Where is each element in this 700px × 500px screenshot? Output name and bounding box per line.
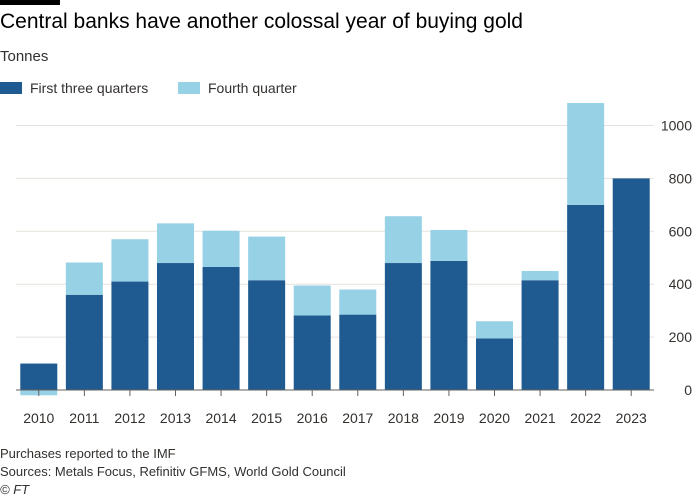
x-tick-label-2019: 2019 — [433, 410, 464, 426]
legend-swatch-first-three-quarters — [0, 82, 22, 94]
bar-fourth-quarter-2016 — [293, 285, 331, 316]
copyright: © FT — [0, 482, 30, 497]
x-tick-label-2013: 2013 — [160, 410, 191, 426]
x-tick-label-2022: 2022 — [570, 410, 601, 426]
x-tick-label-2016: 2016 — [297, 410, 328, 426]
x-tick-label-2011: 2011 — [69, 410, 99, 426]
ft-brand-bar — [0, 0, 60, 5]
legend-item-first-three-quarters: First three quarters — [0, 80, 148, 96]
bar-fourth-quarter-2017 — [339, 289, 377, 315]
chart-subtitle: Tonnes — [0, 48, 49, 65]
bar-first-three-quarters-2018 — [384, 263, 422, 390]
bar-fourth-quarter-2013 — [157, 223, 194, 264]
x-tick-label-2015: 2015 — [251, 410, 282, 426]
chart-title: Central banks have another colossal year… — [0, 10, 523, 33]
bar-fourth-quarter-2019 — [430, 229, 468, 261]
bar-first-three-quarters-2023 — [612, 178, 650, 390]
y-tick-label-200: 200 — [669, 329, 693, 345]
x-tick-label-2021: 2021 — [524, 410, 555, 426]
sources: Sources: Metals Focus, Refinitiv GFMS, W… — [0, 464, 346, 479]
bar-fourth-quarter-2018 — [384, 216, 422, 264]
bar-first-three-quarters-2022 — [567, 204, 605, 390]
bar-first-three-quarters-2019 — [430, 260, 468, 390]
bar-fourth-quarter-2015 — [248, 236, 286, 281]
bar-first-three-quarters-2014 — [202, 267, 240, 390]
bar-first-three-quarters-2017 — [339, 314, 377, 390]
bar-fourth-quarter-2011 — [65, 262, 103, 295]
bar-first-three-quarters-2021 — [521, 280, 559, 390]
bar-fourth-quarter-2012 — [111, 239, 149, 282]
x-tick-label-2020: 2020 — [479, 410, 510, 426]
bar-fourth-quarter-2014 — [202, 230, 240, 268]
y-tick-label-1000: 1000 — [661, 118, 692, 134]
legend-item-fourth-quarter: Fourth quarter — [178, 80, 297, 96]
y-tick-label-800: 800 — [669, 170, 693, 186]
bar-first-three-quarters-2012 — [111, 281, 149, 390]
legend-label-fourth-quarter: Fourth quarter — [208, 80, 297, 96]
bar-fourth-quarter-2020 — [476, 321, 513, 339]
bar-first-three-quarters-2010 — [20, 363, 58, 390]
legend-swatch-fourth-quarter — [178, 82, 200, 94]
bar-first-three-quarters-2015 — [248, 280, 286, 390]
y-tick-label-400: 400 — [669, 276, 693, 292]
x-tick-label-2014: 2014 — [205, 410, 236, 426]
bar-fourth-quarter-2022 — [567, 103, 605, 205]
y-tick-label-0: 0 — [684, 382, 692, 398]
y-tick-label-600: 600 — [669, 223, 693, 239]
bar-first-three-quarters-2011 — [65, 294, 103, 390]
bar-first-three-quarters-2013 — [157, 263, 194, 390]
x-tick-label-2018: 2018 — [388, 410, 419, 426]
footnote: Purchases reported to the IMF — [0, 446, 176, 461]
bar-first-three-quarters-2016 — [293, 315, 331, 390]
bar-first-three-quarters-2020 — [476, 338, 513, 390]
x-tick-label-2017: 2017 — [342, 410, 373, 426]
x-tick-label-2012: 2012 — [114, 410, 145, 426]
bar-fourth-quarter-2021 — [521, 270, 559, 281]
x-tick-label-2023: 2023 — [616, 410, 647, 426]
legend-label-first-three-quarters: First three quarters — [30, 80, 149, 96]
x-tick-label-2010: 2010 — [23, 410, 54, 426]
